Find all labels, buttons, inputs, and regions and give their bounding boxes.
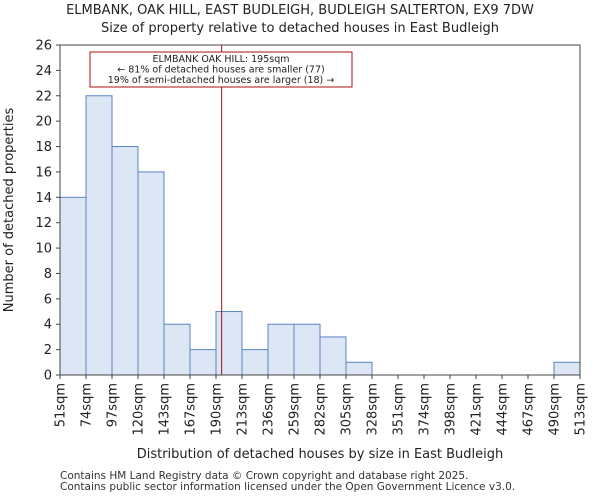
x-tick-label: 444sqm	[496, 383, 511, 436]
chart-title: ELMBANK, OAK HILL, EAST BUDLEIGH, BUDLEI…	[66, 3, 534, 18]
x-tick-label: 259sqm	[288, 383, 303, 436]
x-tick-label: 467sqm	[522, 383, 537, 436]
y-tick-label: 6	[44, 292, 52, 307]
y-tick-label: 10	[35, 242, 52, 257]
y-tick-label: 4	[44, 318, 52, 333]
chart-title-block: ELMBANK, OAK HILL, EAST BUDLEIGH, BUDLEI…	[0, 2, 600, 38]
annotation-box: ELMBANK OAK HILL: 195sqm ← 81% of detach…	[89, 51, 353, 88]
y-tick-label: 14	[35, 191, 52, 206]
annotation-line-larger: 19% of semi-detached houses are larger (…	[108, 75, 335, 86]
x-tick-label: 190sqm	[210, 383, 225, 436]
bar-305sqm	[345, 361, 373, 376]
y-tick-label: 26	[35, 39, 52, 54]
x-tick-label: 74sqm	[80, 383, 95, 427]
annotation-line-smaller: ← 81% of detached houses are smaller (77…	[117, 65, 324, 76]
x-tick-label: 421sqm	[470, 383, 485, 436]
footer-line-1: Contains HM Land Registry data © Crown c…	[60, 470, 469, 482]
y-axis-label: Number of detached properties	[2, 108, 17, 313]
x-tick-label: 351sqm	[392, 383, 407, 436]
x-tick-label: 513sqm	[574, 383, 589, 436]
bar-51sqm	[59, 196, 87, 376]
y-tick-label: 0	[44, 369, 52, 384]
y-tick-label: 24	[35, 64, 52, 79]
chart-subtitle: Size of property relative to detached ho…	[100, 21, 500, 36]
x-tick-label: 282sqm	[314, 383, 329, 436]
x-tick-label: 120sqm	[132, 383, 147, 436]
footer-attribution: Contains HM Land Registry data © Crown c…	[60, 471, 515, 493]
x-tick-label: 305sqm	[340, 383, 355, 436]
x-tick-label: 167sqm	[184, 383, 199, 436]
bar-74sqm	[85, 95, 113, 376]
bar-490sqm	[553, 361, 581, 376]
plot-area-frame	[59, 44, 581, 376]
bar-236sqm	[267, 323, 295, 376]
x-tick-label: 236sqm	[262, 383, 277, 436]
annotation-line-title: ELMBANK OAK HILL: 195sqm	[152, 54, 289, 65]
x-tick-label: 374sqm	[418, 383, 433, 436]
y-tick-label: 18	[35, 140, 52, 155]
bar-259sqm	[293, 323, 321, 376]
bar-213sqm	[241, 349, 269, 376]
bar-120sqm	[137, 171, 165, 376]
x-axis-label: Distribution of detached houses by size …	[137, 447, 504, 462]
footer-line-2: Contains public sector information licen…	[60, 481, 516, 493]
bar-167sqm	[189, 349, 217, 376]
bar-282sqm	[319, 336, 347, 376]
x-tick-label: 213sqm	[236, 383, 251, 436]
x-tick-label: 51sqm	[54, 383, 69, 427]
annotation-frame	[89, 51, 353, 88]
x-tick-label: 328sqm	[366, 383, 381, 436]
y-tick-label: 20	[35, 115, 52, 130]
x-tick-label: 398sqm	[444, 383, 459, 436]
bar-143sqm	[163, 323, 191, 376]
x-axis: 51sqm 74sqm 97sqm 120sqm 143sqm 167sqm 190sqm 2…	[54, 375, 589, 436]
x-tick-label: 490sqm	[548, 383, 563, 436]
x-tick-label: 97sqm	[106, 383, 121, 427]
y-tick-label: 2	[44, 343, 52, 358]
bars-group	[59, 95, 581, 376]
y-tick-label: 16	[35, 165, 52, 180]
bar-190sqm	[215, 311, 243, 376]
bar-97sqm	[111, 146, 139, 376]
y-tick-label: 8	[44, 267, 52, 282]
y-tick-label: 22	[35, 89, 52, 104]
x-tick-label: 143sqm	[158, 383, 173, 436]
y-tick-label: 12	[35, 216, 52, 231]
